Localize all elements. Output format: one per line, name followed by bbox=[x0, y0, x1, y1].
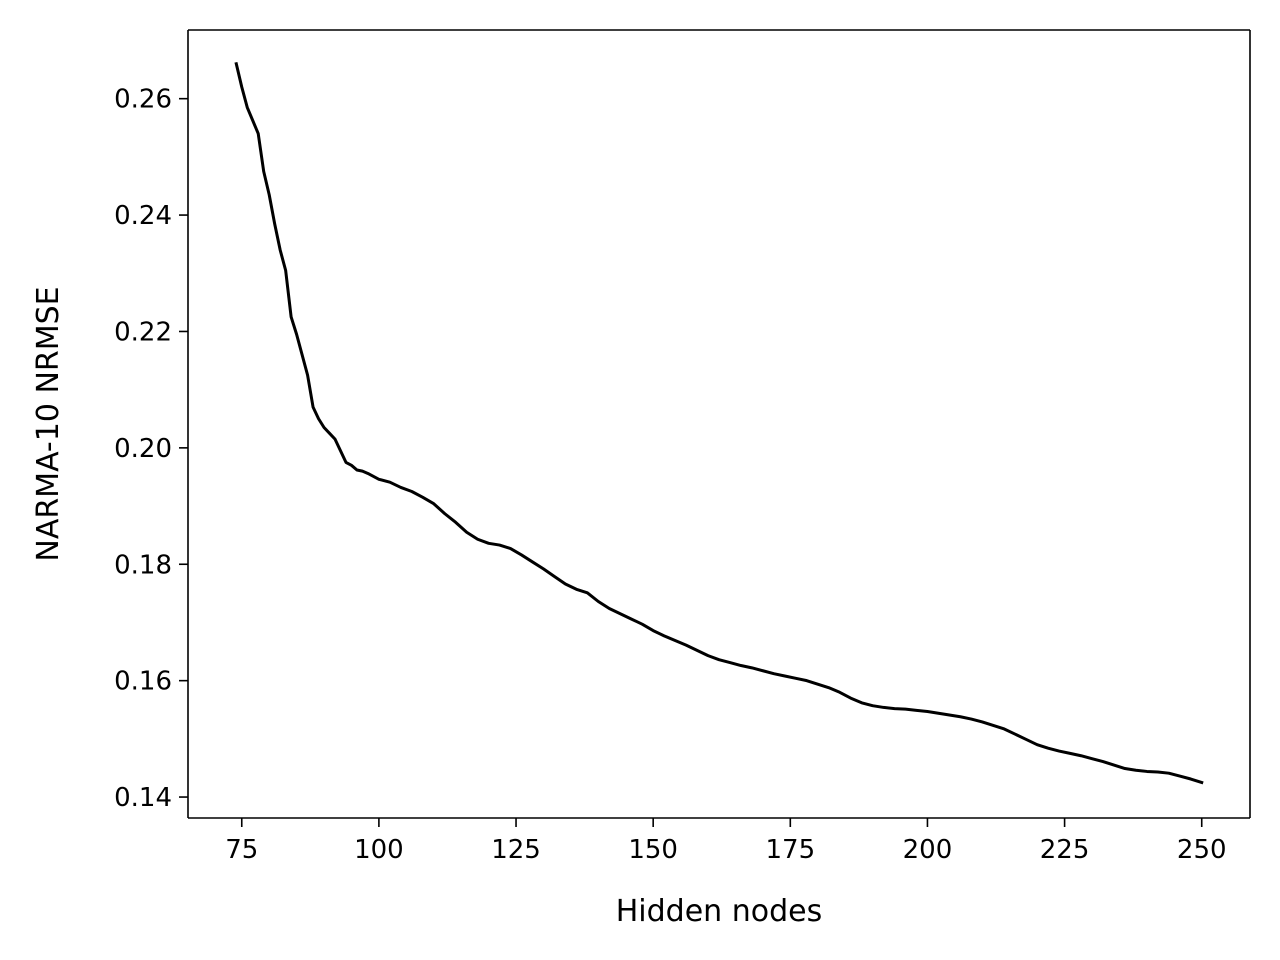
plot-area bbox=[187, 29, 1251, 819]
y-tick-label: 0.22 bbox=[114, 317, 172, 347]
y-axis-label: NARMA-10 NRMSE bbox=[31, 286, 66, 561]
x-tick-label: 250 bbox=[1177, 835, 1227, 865]
y-tick-label: 0.16 bbox=[114, 667, 172, 697]
x-tick-label: 150 bbox=[628, 835, 678, 865]
ticks-layer: 75 100 125 150 175 200 225 250 0.14 0.16 0.18 0.20 0… bbox=[114, 85, 1226, 865]
y-tick-label: 0.26 bbox=[114, 85, 172, 115]
x-tick-label: 175 bbox=[765, 835, 815, 865]
x-tick-label: 200 bbox=[903, 835, 953, 865]
series-layer bbox=[234, 61, 1204, 785]
y-tick-label: 0.24 bbox=[114, 201, 172, 231]
x-tick-label: 125 bbox=[491, 835, 541, 865]
x-tick-label: 75 bbox=[225, 835, 258, 865]
series-line-0 bbox=[234, 61, 1204, 785]
y-tick-label: 0.20 bbox=[114, 434, 172, 464]
y-tick-label: 0.14 bbox=[114, 783, 172, 813]
y-tick-label: 0.18 bbox=[114, 550, 172, 580]
x-tick-label: 100 bbox=[354, 835, 404, 865]
x-axis-label: Hidden nodes bbox=[616, 894, 822, 929]
plot-background bbox=[188, 30, 1250, 818]
x-tick-label: 225 bbox=[1040, 835, 1090, 865]
